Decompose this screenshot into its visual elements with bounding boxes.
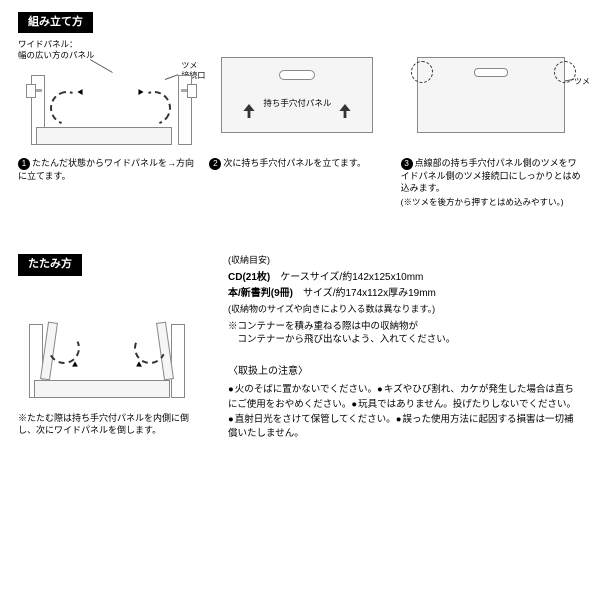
assembled-container bbox=[417, 57, 565, 133]
stack-note: ※コンテナーを積み重ねる際は中の収納物が コンテナーから飛び出ないよう、入れてく… bbox=[228, 320, 582, 348]
assembly-row: ワイドパネル： 幅の広い方のパネル ツメ 接続口 1たたんだ状態からワイドパネル… bbox=[18, 41, 582, 208]
fold-panel-right bbox=[171, 324, 185, 398]
step1-callout: ワイドパネル： 幅の広い方のパネル bbox=[18, 39, 95, 59]
step3: ツメ 3点線部の持ち手穴付パネル側のツメをワイドパネル側のツメ接続口にしっかりと… bbox=[401, 41, 582, 208]
step2-caption: 2次に持ち手穴付パネルを立てます。 bbox=[209, 157, 390, 170]
handling-text: ●火のそばに置かないでください。●キズやひび割れ、カケが発生した場合は直ちにご使… bbox=[228, 383, 582, 442]
step2-panel-label: 持ち手穴付パネル bbox=[263, 98, 331, 108]
handle-hole-icon bbox=[474, 68, 508, 77]
up-arrow-left-icon bbox=[242, 104, 256, 118]
handle-hole-icon bbox=[279, 70, 315, 80]
step1-caption: 1たたんだ状態からワイドパネルを→方向に立てます。 bbox=[18, 157, 199, 182]
fold-column: たたみ方 ※たたむ際は持ち手穴付パネルを内側に倒し、次にワイドパネルを倒します。 bbox=[18, 254, 198, 442]
up-arrow-right-icon bbox=[338, 104, 352, 118]
fold-label: たたみ方 bbox=[18, 254, 82, 275]
step3-clip-label: ツメ bbox=[574, 77, 590, 87]
spec-note1: (収納物のサイズや向きにより入る数は異なります。) bbox=[228, 303, 582, 316]
spec-column: (収納目安) CD(21枚) ケースサイズ/約142x125x10mm 本/新書… bbox=[228, 254, 582, 442]
step1: ワイドパネル： 幅の広い方のパネル ツメ 接続口 1たたんだ状態からワイドパネル… bbox=[18, 41, 199, 208]
handle-panel: 持ち手穴付パネル bbox=[221, 57, 373, 133]
handling-header: 〈取扱上の注意〉 bbox=[228, 365, 582, 379]
storage-guide: (収納目安) bbox=[228, 254, 582, 267]
step3-caption: 3点線部の持ち手穴付パネル側のツメをワイドパネル側のツメ接続口にしっかりとはめ込… bbox=[401, 157, 582, 194]
fold-base bbox=[34, 380, 170, 398]
wide-panel-right bbox=[178, 75, 192, 145]
step3-diagram: ツメ bbox=[401, 41, 582, 151]
assembly-label: 組み立て方 bbox=[18, 12, 93, 33]
clip-highlight-left bbox=[411, 61, 433, 83]
step1-diagram: ワイドパネル： 幅の広い方のパネル ツメ 接続口 bbox=[18, 41, 199, 151]
step3-note: (※ツメを後方から押すとはめ込みやすい。) bbox=[401, 197, 582, 208]
fold-diagram bbox=[18, 284, 198, 404]
cd-spec: CD(21枚) ケースサイズ/約142x125x10mm bbox=[228, 271, 582, 285]
step2-diagram: 持ち手穴付パネル bbox=[209, 41, 390, 151]
base-flat bbox=[36, 127, 172, 145]
step2: 持ち手穴付パネル 2次に持ち手穴付パネルを立てます。 bbox=[209, 41, 390, 208]
fold-caption: ※たたむ際は持ち手穴付パネルを内側に倒し、次にワイドパネルを倒します。 bbox=[18, 412, 198, 436]
book-spec: 本/新書判(9冊) サイズ/約174x112x厚み19mm bbox=[228, 287, 582, 301]
lower-row: たたみ方 ※たたむ際は持ち手穴付パネルを内側に倒し、次にワイドパネルを倒します。… bbox=[18, 254, 582, 442]
